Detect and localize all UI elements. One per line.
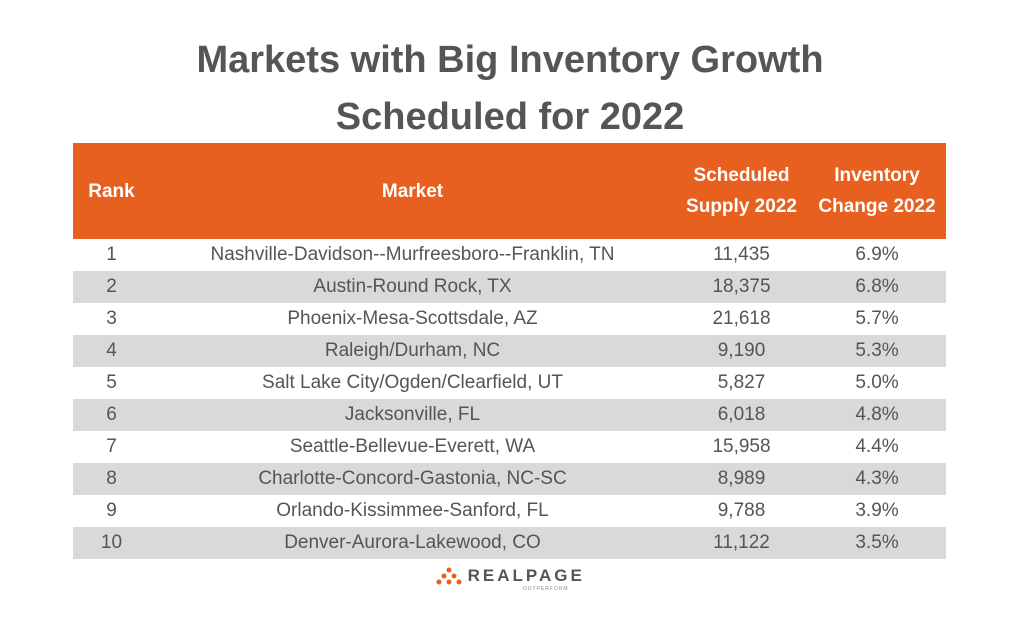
- table-row: 10 Denver-Aurora-Lakewood, CO 11,122 3.5%: [73, 527, 946, 559]
- logo-text: REALPAGE: [467, 566, 585, 585]
- logo: REALPAGE OUTPERFORM: [0, 566, 1020, 592]
- header-row: Rank Market Scheduled Supply 2022 Inventory…: [73, 143, 946, 239]
- table-cell: Salt Lake City/Ogden/Clearfield, UT: [262, 372, 563, 393]
- table-cell: Orlando-Kissimmee-Sanford, FL: [276, 500, 549, 521]
- table-row: 6 Jacksonville, FL 6,018 4.8%: [73, 399, 946, 431]
- column-header-text: Rank: [88, 180, 135, 202]
- table-row: 2 Austin-Round Rock, TX 18,375 6.8%: [73, 271, 946, 303]
- table-cell: 21,618: [712, 308, 771, 329]
- table-cell: 3.9%: [855, 500, 899, 521]
- table-cell: 8,989: [675, 463, 808, 495]
- column-header: Scheduled Supply 2022: [675, 143, 808, 239]
- table-row: 7 Seattle-Bellevue-Everett, WA 15,958 4.4%: [73, 431, 946, 463]
- table-row: 4 Raleigh/Durham, NC 9,190 5.3%: [73, 335, 946, 367]
- table-cell: Phoenix-Mesa-Scottsdale, AZ: [287, 308, 538, 329]
- table-row: 9 Orlando-Kissimmee-Sanford, FL 9,788 3.9%: [73, 495, 946, 527]
- table-cell: 6.8%: [808, 271, 946, 303]
- table-cell: 4.8%: [808, 399, 946, 431]
- table-cell: Raleigh/Durham, NC: [150, 335, 675, 367]
- table-cell: 8: [73, 463, 150, 495]
- table-cell: 6.9%: [855, 244, 899, 265]
- table-cell: Austin-Round Rock, TX: [150, 271, 675, 303]
- table-cell: 4.3%: [808, 463, 946, 495]
- table-cell: Seattle-Bellevue-Everett, WA: [289, 436, 536, 457]
- table-cell: 11,122: [675, 527, 808, 559]
- column-header-text: Inventory Change 2022: [818, 165, 936, 217]
- table-cell: Nashville-Davidson--Murfreesboro--Frankl…: [210, 244, 615, 265]
- table-cell: 18,375: [675, 271, 808, 303]
- table-cell: 9,190: [675, 335, 808, 367]
- table-cell: 4: [73, 335, 150, 367]
- table-row: 1 Nashville-Davidson--Murfreesboro--Frank…: [73, 239, 946, 271]
- logo-tagline: OUTPERFORM: [523, 586, 569, 592]
- table-cell: 9,788: [717, 500, 766, 521]
- table-cell: 6: [73, 399, 150, 431]
- table-cell: 15,958: [712, 436, 771, 457]
- table: Rank Market Scheduled Supply 2022 Inventory…: [73, 143, 946, 559]
- title: Markets with Big Inventory Growth Schedu…: [0, 32, 1020, 146]
- table-cell: 3.5%: [808, 527, 946, 559]
- logo-mark: [436, 567, 462, 585]
- table-cell: 3: [106, 308, 117, 329]
- table-cell: Jacksonville, FL: [150, 399, 675, 431]
- table-cell: 5.0%: [855, 372, 899, 393]
- table-cell: 5.7%: [855, 308, 899, 329]
- table-cell: Charlotte-Concord-Gastonia, NC-SC: [150, 463, 675, 495]
- table-cell: 11,435: [713, 244, 770, 265]
- column-header: Inventory Change 2022: [808, 143, 946, 239]
- table-cell: Denver-Aurora-Lakewood, CO: [150, 527, 675, 559]
- table-cell: 5.3%: [808, 335, 946, 367]
- table-row: 5 Salt Lake City/Ogden/Clearfield, UT 5,82…: [73, 367, 946, 399]
- column-header-text: Scheduled Supply 2022: [686, 165, 797, 217]
- table-cell: 7: [106, 436, 117, 457]
- column-header: Rank: [73, 143, 150, 239]
- table-body: 1 Nashville-Davidson--Murfreesboro--Frank…: [73, 239, 946, 559]
- title-line: Scheduled for 2022: [335, 96, 685, 138]
- column-header-text: Market: [381, 180, 444, 202]
- table-cell: 6,018: [675, 399, 808, 431]
- table-cell: 10: [73, 527, 150, 559]
- column-header: Market: [150, 143, 675, 239]
- table-cell: 1: [106, 244, 117, 265]
- table-cell: 4.4%: [855, 436, 899, 457]
- table-cell: 5,827: [717, 372, 766, 393]
- table-cell: 5: [106, 372, 117, 393]
- table-cell: 9: [106, 500, 117, 521]
- title-line: Markets with Big Inventory Growth: [196, 39, 824, 81]
- table-row: 3 Phoenix-Mesa-Scottsdale, AZ 21,618 5.7%: [73, 303, 946, 335]
- table-cell: 2: [73, 271, 150, 303]
- table-row: 8 Charlotte-Concord-Gastonia, NC-SC 8,989 4…: [73, 463, 946, 495]
